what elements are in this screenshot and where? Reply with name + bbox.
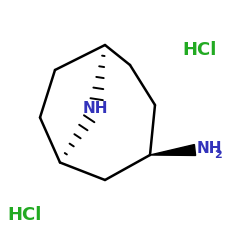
Text: NH: NH — [82, 101, 108, 116]
Text: 2: 2 — [214, 150, 222, 160]
Polygon shape — [150, 144, 196, 156]
Text: NH: NH — [196, 141, 222, 156]
Text: HCl: HCl — [8, 206, 42, 224]
Text: HCl: HCl — [183, 41, 217, 59]
